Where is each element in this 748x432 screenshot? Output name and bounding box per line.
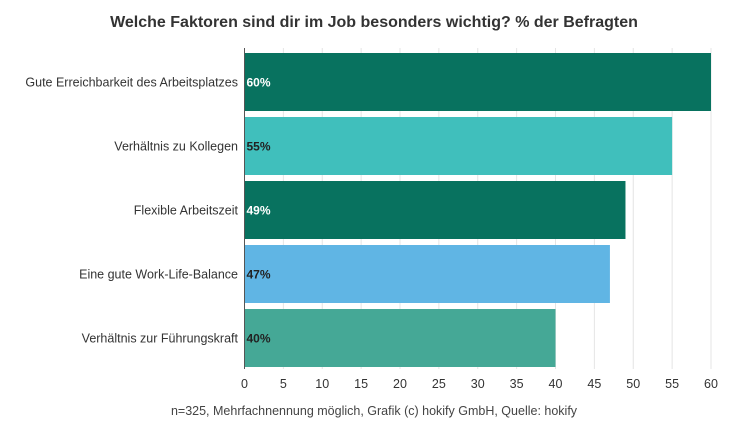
bars [244, 53, 711, 367]
data-label-1: 60% [247, 76, 271, 90]
bar-3 [244, 181, 626, 239]
bar-2 [244, 117, 673, 175]
x-tick-label-45: 45 [587, 377, 601, 391]
x-tick-label-60: 60 [704, 377, 718, 391]
category-label-2: Verhältnis zu Kollegen [114, 140, 238, 154]
bar-4 [244, 245, 610, 303]
bar-5 [244, 309, 556, 367]
category-label-5: Verhältnis zur Führungskraft [82, 332, 239, 346]
x-tick-label-30: 30 [471, 377, 485, 391]
category-label-4: Eine gute Work-Life-Balance [79, 268, 238, 282]
category-labels: Gute Erreichbarkeit des Arbeitsplatzes Ve… [25, 76, 238, 346]
category-label-1: Gute Erreichbarkeit des Arbeitsplatzes [25, 76, 238, 90]
data-label-4: 47% [247, 268, 271, 282]
x-tick-label-5: 5 [280, 377, 287, 391]
category-label-3: Flexible Arbeitszeit [134, 204, 239, 218]
x-tick-label-20: 20 [393, 377, 407, 391]
x-tick-label-15: 15 [354, 377, 368, 391]
x-tick-label-50: 50 [626, 377, 640, 391]
x-tick-label-0: 0 [241, 377, 248, 391]
chart-title: Welche Faktoren sind dir im Job besonder… [110, 14, 638, 31]
x-tick-labels: 0 5 10 15 20 25 30 35 40 45 50 55 60 [241, 377, 718, 391]
x-tick-label-10: 10 [315, 377, 329, 391]
x-tick-label-55: 55 [665, 377, 679, 391]
data-label-5: 40% [247, 332, 271, 346]
x-tick-label-35: 35 [510, 377, 524, 391]
bar-1 [244, 53, 711, 111]
chart-footnote: n=325, Mehrfachnennung möglich, Grafik (… [170, 404, 578, 418]
data-label-2: 55% [247, 140, 271, 154]
data-label-3: 49% [247, 204, 271, 218]
data-labels: 60% 55% 49% 47% 40% [247, 76, 271, 346]
x-tick-label-25: 25 [432, 377, 446, 391]
x-tick-label-40: 40 [549, 377, 563, 391]
